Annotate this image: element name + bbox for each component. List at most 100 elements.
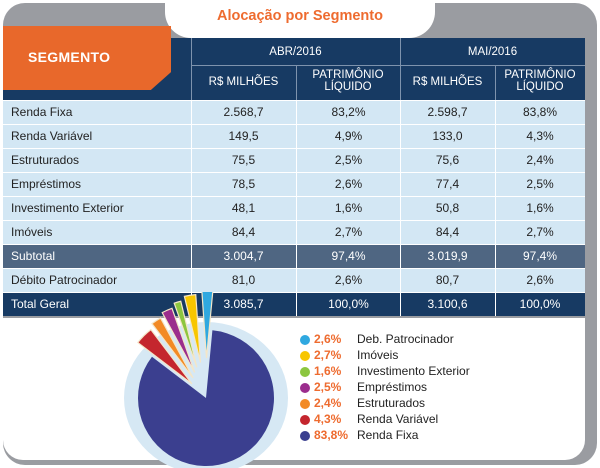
column-divider <box>400 293 401 316</box>
abr-percent: 97,4% <box>331 249 366 263</box>
mai-percent: 2,7% <box>526 225 554 239</box>
legend-swatch <box>300 383 310 393</box>
column-divider <box>296 293 297 316</box>
table-row: Total Geral 3.085,7 100,0% 3.100,6 100,0% <box>3 292 585 316</box>
mai-percent: 100,0% <box>519 297 561 311</box>
legend-swatch <box>300 431 310 441</box>
mai-percent: 1,6% <box>526 201 554 215</box>
abr-value: 3.004,7 <box>223 249 264 263</box>
column-divider <box>400 245 401 268</box>
legend-label: Deb. Patrocinador <box>357 332 454 346</box>
pie-chart <box>124 292 288 468</box>
mai-value: 84,4 <box>435 225 460 239</box>
legend-label: Renda Fixa <box>357 428 419 442</box>
mai-value: 133,0 <box>432 129 463 143</box>
col-millions-abr: R$ MILHÕES <box>208 76 279 88</box>
mai-percent: 83,8% <box>522 105 558 119</box>
column-divider <box>400 269 401 292</box>
row-label: Débito Patrocinador <box>11 273 118 287</box>
mai-percent: 2,5% <box>526 177 554 191</box>
pie-slice <box>151 317 194 379</box>
row-label: Empréstimos <box>11 177 82 191</box>
column-divider <box>191 221 192 244</box>
pie-slice <box>137 328 193 385</box>
column-divider <box>400 197 401 220</box>
header-divider <box>296 65 297 100</box>
period-abr-header: ABR/2016 <box>269 46 322 58</box>
chart-area <box>3 318 585 460</box>
abr-percent: 100,0% <box>328 297 369 311</box>
column-divider <box>191 197 192 220</box>
segment-label: SEGMENTO <box>28 49 111 65</box>
column-divider <box>495 245 496 268</box>
abr-percent: 2,7% <box>334 225 363 239</box>
column-divider <box>495 197 496 220</box>
table-row: Empréstimos 78,5 2,6% 77,4 2,5% <box>3 172 585 196</box>
column-divider <box>296 173 297 196</box>
legend-swatch <box>300 399 310 409</box>
abr-value: 75,5 <box>231 153 256 167</box>
mai-percent: 2,6% <box>526 273 554 287</box>
row-label: Total Geral <box>11 297 70 311</box>
mai-value: 2.598,7 <box>427 105 468 119</box>
column-divider <box>296 269 297 292</box>
mai-percent: 97,4% <box>522 249 558 263</box>
column-divider <box>191 149 192 172</box>
column-divider <box>495 125 496 148</box>
legend-percent: 2,6% <box>314 332 342 346</box>
row-label: Renda Variável <box>11 129 93 143</box>
abr-value: 149,5 <box>228 129 259 143</box>
mai-value: 3.100,6 <box>427 297 468 311</box>
row-label: Imóveis <box>11 225 53 239</box>
header-divider <box>191 65 585 66</box>
table-row: Estruturados 75,5 2,5% 75,6 2,4% <box>3 148 585 172</box>
column-divider <box>296 125 297 148</box>
header-divider <box>495 65 496 100</box>
abr-value: 84,4 <box>231 225 256 239</box>
header-divider <box>191 38 192 100</box>
table-row: Renda Fixa 2.568,7 83,2% 2.598,7 83,8% <box>3 100 585 124</box>
abr-percent: 4,9% <box>334 129 363 143</box>
legend-label: Imóveis <box>357 348 399 362</box>
column-divider <box>296 245 297 268</box>
column-divider <box>495 293 496 316</box>
abr-value: 48,1 <box>231 201 256 215</box>
legend-percent: 83,8% <box>314 428 349 442</box>
column-divider <box>191 245 192 268</box>
column-divider <box>400 173 401 196</box>
mai-value: 80,7 <box>435 273 460 287</box>
column-divider <box>191 125 192 148</box>
period-mai-header: MAI/2016 <box>467 46 518 58</box>
legend-label: Renda Variável <box>357 412 439 426</box>
column-divider <box>495 221 496 244</box>
column-divider <box>495 149 496 172</box>
legend-label: Empréstimos <box>357 380 428 394</box>
column-divider <box>400 149 401 172</box>
column-divider <box>400 125 401 148</box>
col-patrimonio-abr: PATRIMÔNIO LÍQUIDO <box>312 69 384 93</box>
legend-percent: 1,6% <box>314 364 342 378</box>
pie-slice <box>161 307 196 373</box>
column-divider <box>400 221 401 244</box>
pie-slice <box>183 293 202 363</box>
row-label: Renda Fixa <box>11 105 73 119</box>
legend-percent: 2,7% <box>314 348 342 362</box>
row-label: Estruturados <box>11 153 80 167</box>
column-divider <box>495 173 496 196</box>
abr-value: 81,0 <box>231 273 256 287</box>
legend-swatch <box>300 367 310 377</box>
abr-percent: 2,5% <box>334 153 363 167</box>
legend-swatch <box>300 351 310 361</box>
abr-percent: 1,6% <box>334 201 363 215</box>
table-row: Renda Variável 149,5 4,9% 133,0 4,3% <box>3 124 585 148</box>
segment-badge <box>3 26 171 90</box>
mai-value: 3.019,9 <box>427 249 468 263</box>
abr-value: 78,5 <box>231 177 256 191</box>
column-divider <box>191 173 192 196</box>
mai-value: 50,8 <box>435 201 460 215</box>
abr-percent: 2,6% <box>334 177 363 191</box>
page-title: Alocação por Segmento <box>217 8 383 24</box>
column-divider <box>191 269 192 292</box>
table-row: Imóveis 84,4 2,7% 84,4 2,7% <box>3 220 585 244</box>
column-divider <box>400 101 401 124</box>
